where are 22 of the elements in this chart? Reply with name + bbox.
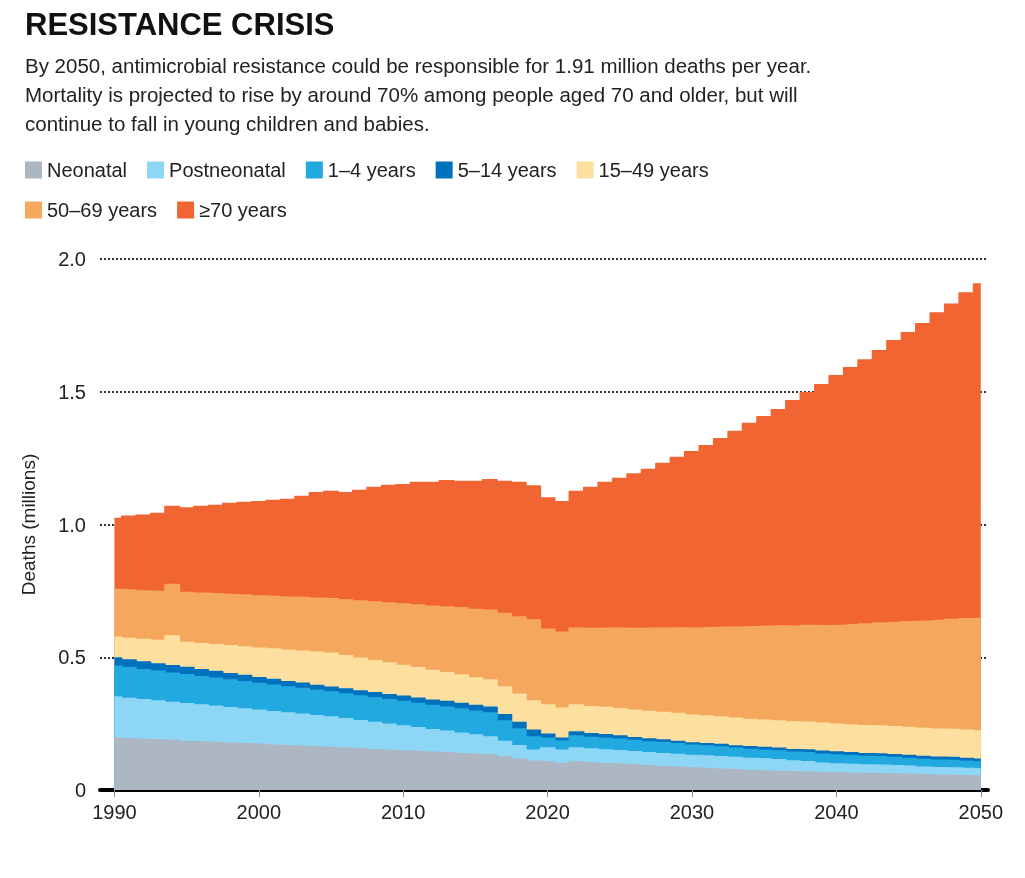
- y-axis-title: Deaths (millions): [18, 453, 39, 596]
- y-tick-label: 1.5: [58, 380, 86, 403]
- chart-title: RESISTANCE CRISIS: [25, 7, 335, 42]
- y-tick-label: 0.5: [58, 646, 86, 669]
- legend-label: Postneonatal: [169, 159, 286, 181]
- x-tick-label: 1990: [92, 801, 137, 823]
- y-tick-label: 0: [74, 779, 86, 801]
- legend-label: ≥70 years: [199, 199, 287, 221]
- chart-subtitle: By 2050, antimicrobial resistance could be responsible for 1.91 million deaths per year. Mortality is projected to rise by around 70% among people aged 70 and older, but will continue to fall in young children and babies.: [25, 54, 817, 135]
- y-tick-label: 1.0: [58, 513, 86, 536]
- x-tick-label: 2030: [669, 801, 715, 823]
- y-tick-label: 2.0: [58, 248, 86, 270]
- x-tick-label: 2050: [958, 801, 1004, 823]
- legend-label: 1–4 years: [327, 159, 416, 181]
- x-tick-label: 2010: [380, 801, 426, 823]
- legend-label: 50–69 years: [47, 199, 158, 221]
- legend-label: Neonatal: [47, 159, 128, 181]
- legend-label: 15–49 years: [598, 159, 709, 181]
- x-tick-label: 2000: [236, 801, 282, 823]
- x-tick-label: 2040: [814, 801, 859, 823]
- legend-label: 5–14 years: [457, 159, 557, 181]
- x-tick-label: 2020: [525, 801, 570, 823]
